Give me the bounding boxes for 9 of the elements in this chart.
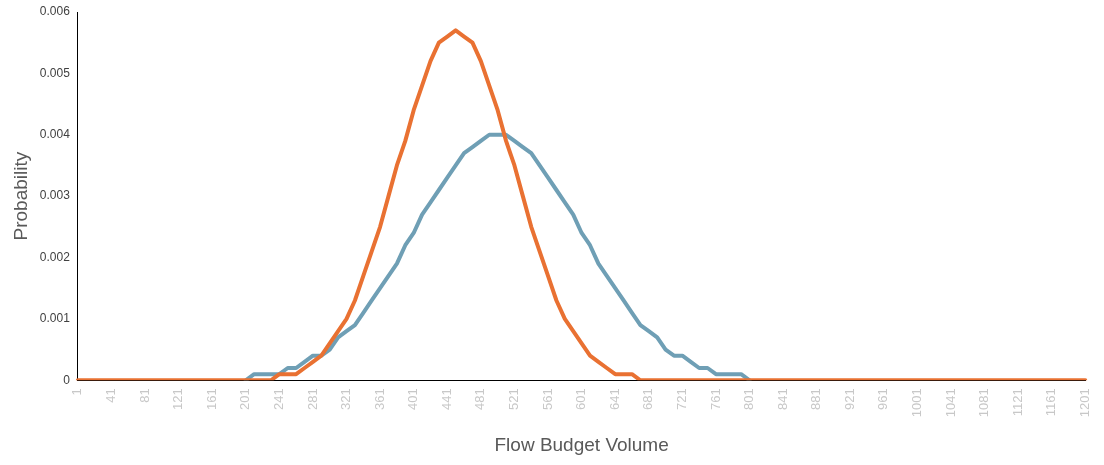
- y-tick-label: 0.002: [39, 249, 71, 264]
- y-tick-label: 0.001: [39, 311, 71, 326]
- y-tick-label: 0: [63, 372, 71, 387]
- y-tick-label: 0.006: [39, 4, 71, 19]
- y-tick-label: 0.005: [39, 65, 71, 80]
- y-axis-title: Probability: [9, 151, 31, 241]
- y-tick-label: 0.003: [39, 188, 71, 203]
- x-axis-title: Flow Budget Volume: [494, 433, 669, 455]
- y-tick-label: 0.004: [39, 127, 71, 142]
